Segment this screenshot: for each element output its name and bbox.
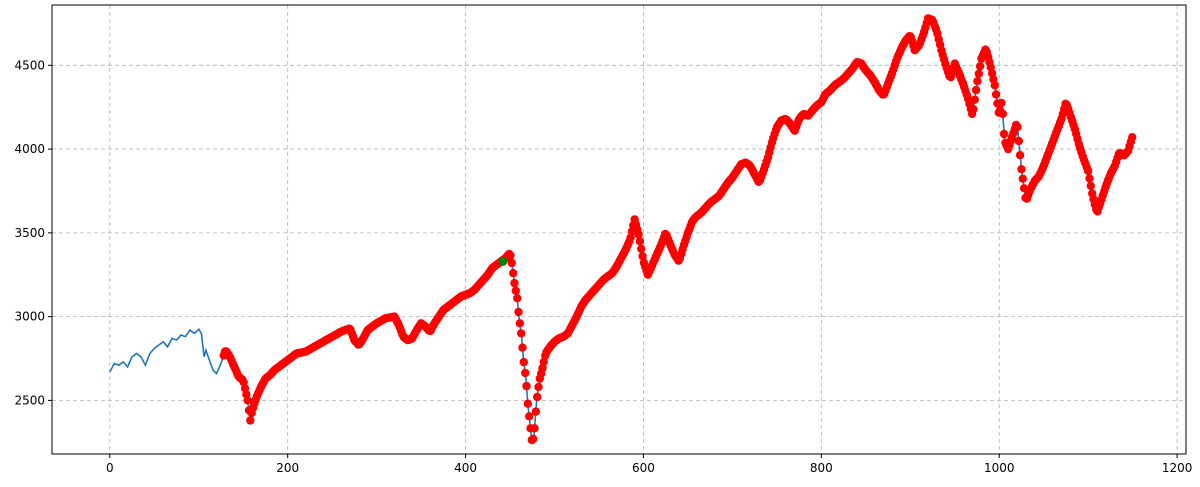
red-marker <box>999 129 1009 139</box>
grid-lines <box>52 5 1186 454</box>
red-marker <box>518 343 527 352</box>
plot-area <box>109 14 1137 445</box>
red-marker <box>1084 166 1093 176</box>
red-marker <box>510 278 519 288</box>
y-tick-label: 4500 <box>14 58 45 72</box>
x-tick-label: 200 <box>276 461 299 475</box>
red-marker <box>514 307 523 317</box>
y-tick-label: 3500 <box>14 226 45 240</box>
red-marker <box>531 407 540 416</box>
red-marker <box>246 416 255 425</box>
red-marker <box>1086 181 1096 191</box>
red-marker <box>971 85 981 95</box>
red-marker <box>638 252 647 261</box>
x-tick-label: 400 <box>454 461 477 475</box>
green-marker <box>498 256 508 266</box>
red-marker <box>521 368 530 378</box>
axes-frame <box>51 4 1187 455</box>
red-marker <box>519 357 528 367</box>
red-marker <box>990 81 999 90</box>
red-marker <box>974 69 983 78</box>
red-marker <box>511 286 520 295</box>
red-marker <box>534 382 543 392</box>
red-marker <box>1014 136 1023 146</box>
red-marker <box>991 90 1001 99</box>
y-tick-label: 2500 <box>14 393 45 407</box>
red-marker <box>969 105 978 114</box>
red-marker <box>513 294 522 303</box>
red-marker <box>635 237 645 246</box>
red-marker <box>1013 122 1022 132</box>
red-marker <box>1015 150 1025 160</box>
red-marker <box>970 95 979 104</box>
axis-ticks: 0 200 400 600 800 1000 1200 2500 3000 3500 4000 450… <box>14 58 1192 475</box>
x-tick-label: 1200 <box>1162 461 1193 475</box>
red-marker <box>998 109 1007 119</box>
red-marker <box>1017 165 1026 174</box>
red-marker <box>243 396 252 405</box>
red-marker <box>523 399 532 408</box>
y-tick-label: 3000 <box>14 310 45 324</box>
red-marker <box>506 251 515 260</box>
red-marker <box>517 329 526 338</box>
red-marker <box>637 244 646 253</box>
y-tick-label: 4000 <box>14 142 45 156</box>
red-marker <box>530 424 539 433</box>
x-tick-label: 1000 <box>984 461 1015 475</box>
red-marker <box>515 319 524 328</box>
red-marker <box>975 61 985 71</box>
red-marker <box>522 381 531 391</box>
red-marker <box>507 258 516 268</box>
red-marker <box>1128 133 1137 142</box>
red-markers <box>219 14 1137 445</box>
red-marker <box>529 434 538 444</box>
red-marker <box>634 230 643 239</box>
red-marker <box>509 268 518 278</box>
x-tick-label: 800 <box>810 461 833 475</box>
x-tick-label: 0 <box>106 461 114 475</box>
red-marker <box>1018 174 1027 183</box>
red-marker <box>525 412 534 421</box>
red-marker <box>997 98 1006 108</box>
red-marker <box>539 357 548 367</box>
x-tick-label: 600 <box>632 461 655 475</box>
red-marker <box>973 77 982 86</box>
red-marker <box>533 392 542 402</box>
red-marker <box>1085 174 1094 183</box>
